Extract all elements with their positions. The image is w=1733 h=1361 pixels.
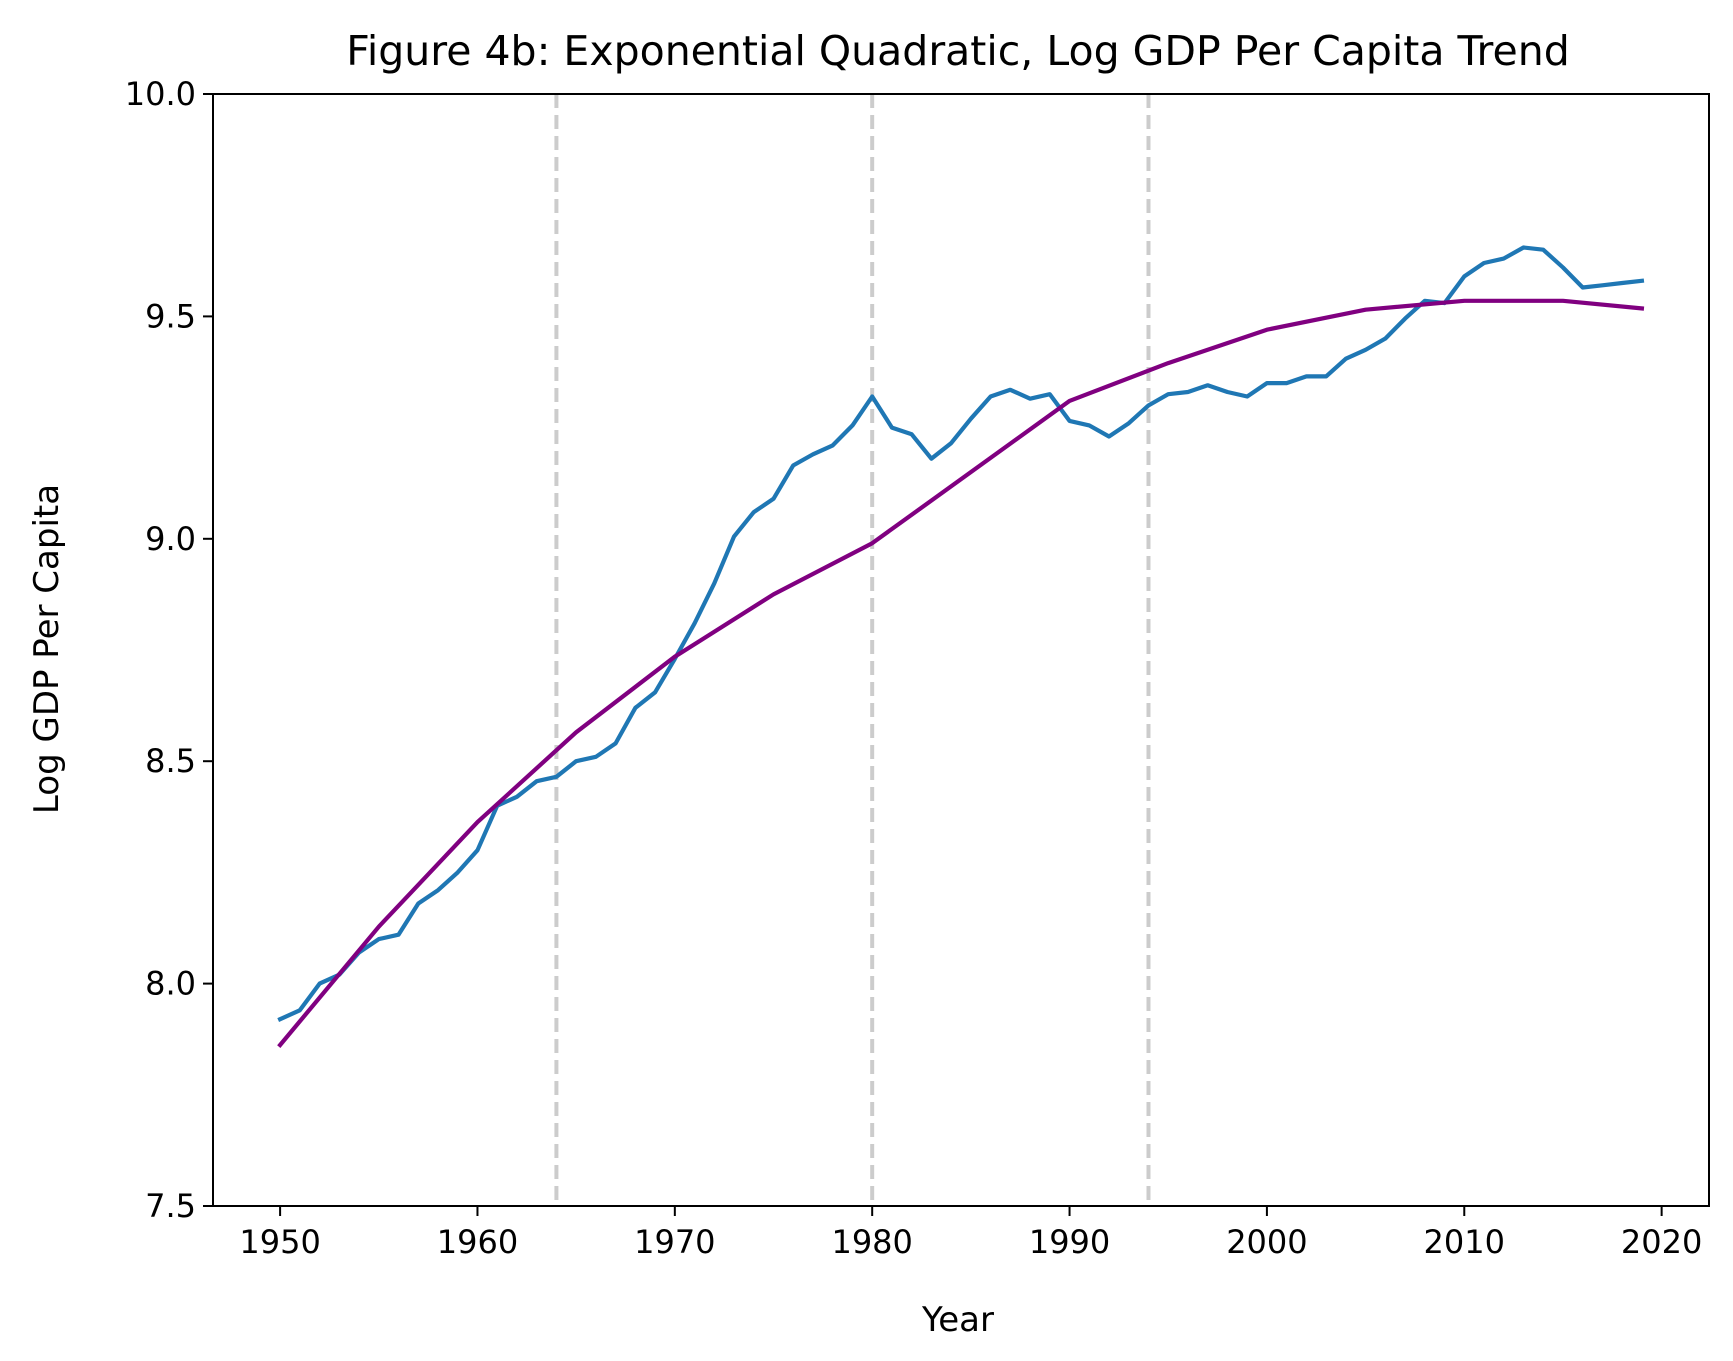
y-tick-label: 10.0 [125, 75, 196, 113]
y-tick-label: 7.5 [145, 1187, 196, 1225]
chart-title: Figure 4b: Exponential Quadratic, Log GD… [346, 27, 1569, 75]
x-tick-label: 1990 [1029, 1223, 1110, 1261]
y-tick-label: 9.0 [145, 520, 196, 558]
y-axis-ticks: 7.5 8.0 8.5 9.0 9.5 10.0 [125, 75, 213, 1225]
series-line-trend [277, 298, 1645, 1048]
series-group [277, 245, 1645, 1048]
x-tick-label: 2010 [1424, 1223, 1505, 1261]
x-tick-label: 1950 [239, 1223, 320, 1261]
series-line-observed [277, 245, 1645, 1022]
x-tick-label: 1960 [437, 1223, 518, 1261]
y-axis-label: Log GDP Per Capita [27, 484, 67, 814]
y-tick-label: 8.5 [145, 742, 196, 780]
y-tick-label: 8.0 [145, 965, 196, 1003]
x-axis-label: Year [921, 1300, 994, 1340]
x-tick-label: 1970 [634, 1223, 715, 1261]
x-tick-label: 2000 [1226, 1223, 1307, 1261]
y-tick-label: 9.5 [145, 297, 196, 335]
x-tick-label: 2020 [1621, 1223, 1702, 1261]
plot-frame [212, 93, 1710, 1207]
x-tick-label: 1980 [831, 1223, 912, 1261]
reference-lines [554, 94, 1151, 1206]
x-axis-ticks: 1950 1960 1970 1980 1990 2000 2010 2020 [239, 1206, 1702, 1261]
